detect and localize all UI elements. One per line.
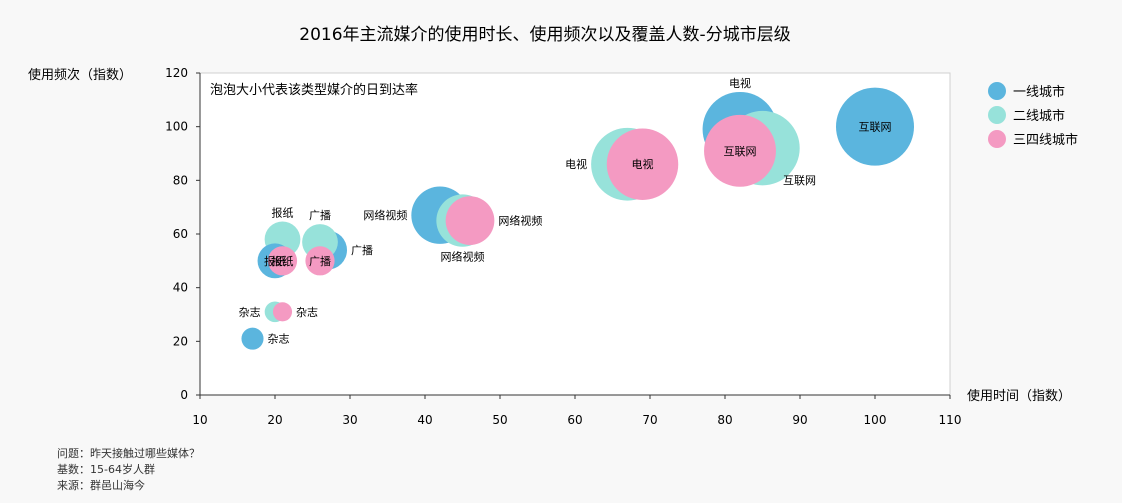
bubble-label: 杂志 [268,333,290,346]
y-tick-label: 20 [173,334,188,348]
bubble-label: 报纸 [272,205,294,219]
legend-swatch [988,106,1006,124]
bubble-杂志 [272,302,293,322]
y-tick-label: 120 [165,66,188,80]
y-tick-label: 40 [173,281,188,295]
bubble-label: 网络视频 [498,214,542,228]
bubble-label: 互联网 [724,145,757,158]
footnote-base: 基数：15-64岁人群 [57,463,155,476]
bubble-label: 互联网 [859,121,892,134]
x-tick-label: 100 [864,413,887,427]
legend-swatch [988,82,1006,100]
bubble-label: 电视 [565,157,587,171]
legend-label: 二线城市 [1013,108,1065,124]
x-tick-label: 70 [642,413,657,427]
bubble-报纸 [267,246,298,276]
legend-swatch [988,130,1006,148]
x-tick-label: 50 [492,413,507,427]
bubble-label: 广播 [351,243,373,257]
bubble-互联网 [704,114,776,187]
y-tick-label: 60 [173,227,188,241]
x-tick-label: 110 [939,413,962,427]
footnotes: 问题：昨天接触过哪些媒体？ 基数：15-64岁人群 来源：群邑山海今 [57,446,200,494]
ticks-layer: 10 20 30 40 50 60 70 80 90 100 110 0 20 40 60 80 100 120 [165,66,961,427]
bubble-杂志 [241,327,264,350]
y-axis-label: 使用频次（指数） [28,67,132,83]
x-axis-label: 使用时间（指数） [967,388,1071,404]
y-tick-label: 100 [165,120,188,134]
bubble-label: 电视 [729,76,751,90]
bubble-label: 广播 [309,208,331,222]
bubble-label: 杂志 [239,306,261,319]
bubble-label: 报纸 [272,254,294,268]
bubble-互联网 [836,87,914,166]
bubble-电视 [606,128,679,200]
x-tick-label: 60 [567,413,582,427]
bubble-广播 [305,246,335,276]
legend-label: 三四线城市 [1013,132,1078,148]
bubble-label: 广播 [309,254,331,268]
x-tick-label: 40 [417,413,432,427]
y-tick-label: 80 [173,173,188,187]
bubble-label: 网络视频 [363,208,407,222]
x-tick-label: 90 [792,413,807,427]
footnote-source: 来源：群邑山海今 [57,479,145,492]
bubble-labels-layer: 互联网电视网络视频广播报纸杂志互联网电视网络视频广播报纸杂志互联网电视网络视频广… [239,76,892,346]
bubble-label: 杂志 [296,306,318,319]
x-tick-label: 10 [192,413,207,427]
x-tick-label: 80 [717,413,732,427]
bubble-label: 网络视频 [441,250,485,264]
bubble-label: 报纸 [264,254,286,268]
bubble-网络视频 [445,196,495,245]
chart-subtitle: 泡泡大小代表该类型媒介的日到达率 [210,82,418,98]
chart-title: 2016年主流媒介的使用时长、使用频次以及覆盖人数-分城市层级 [299,24,790,45]
footnote-question: 问题：昨天接触过哪些媒体？ [57,447,200,460]
bubbles-layer [241,87,914,350]
bubble-label: 电视 [632,157,654,171]
bubble-label: 互联网 [783,174,816,187]
legend-label: 一线城市 [1013,84,1065,100]
x-tick-label: 20 [267,413,282,427]
y-tick-label: 0 [180,388,188,402]
x-tick-label: 30 [342,413,357,427]
